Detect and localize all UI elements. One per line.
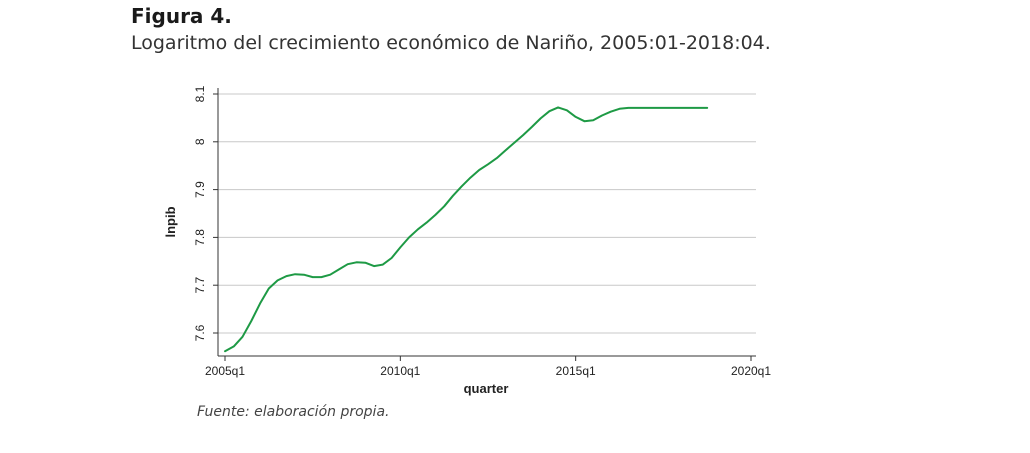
x-axis-label: quarter xyxy=(464,381,509,396)
figure-label: Figura 4. xyxy=(131,4,232,28)
x-tick-label: 2015q1 xyxy=(556,364,596,378)
figure-caption: Logaritmo del crecimiento económico de N… xyxy=(131,32,771,54)
figure-source: Fuente: elaboración propia. xyxy=(197,404,390,420)
x-tick-label: 2020q1 xyxy=(731,364,771,378)
y-tick-label: 7.8 xyxy=(193,229,207,246)
x-tick-label: 2005q1 xyxy=(205,364,245,378)
y-axis-label: lnpib xyxy=(163,206,178,237)
y-tick-label: 8 xyxy=(193,138,207,145)
series-lines xyxy=(224,106,709,353)
y-axis-ticks: 7.6 7.7 7.8 7.9 8 8.1 xyxy=(193,85,218,341)
x-axis-ticks: 2005q1 2010q1 2015q1 2020q1 xyxy=(205,356,771,378)
y-tick-label: 7.9 xyxy=(193,181,207,198)
axes xyxy=(217,88,756,357)
y-tick-label: 7.7 xyxy=(193,277,207,294)
y-tick-label: 8.1 xyxy=(193,85,207,102)
series-line xyxy=(224,106,709,353)
x-tick-label: 2010q1 xyxy=(380,364,420,378)
y-tick-label: 7.6 xyxy=(193,324,207,341)
gridlines xyxy=(218,93,756,334)
